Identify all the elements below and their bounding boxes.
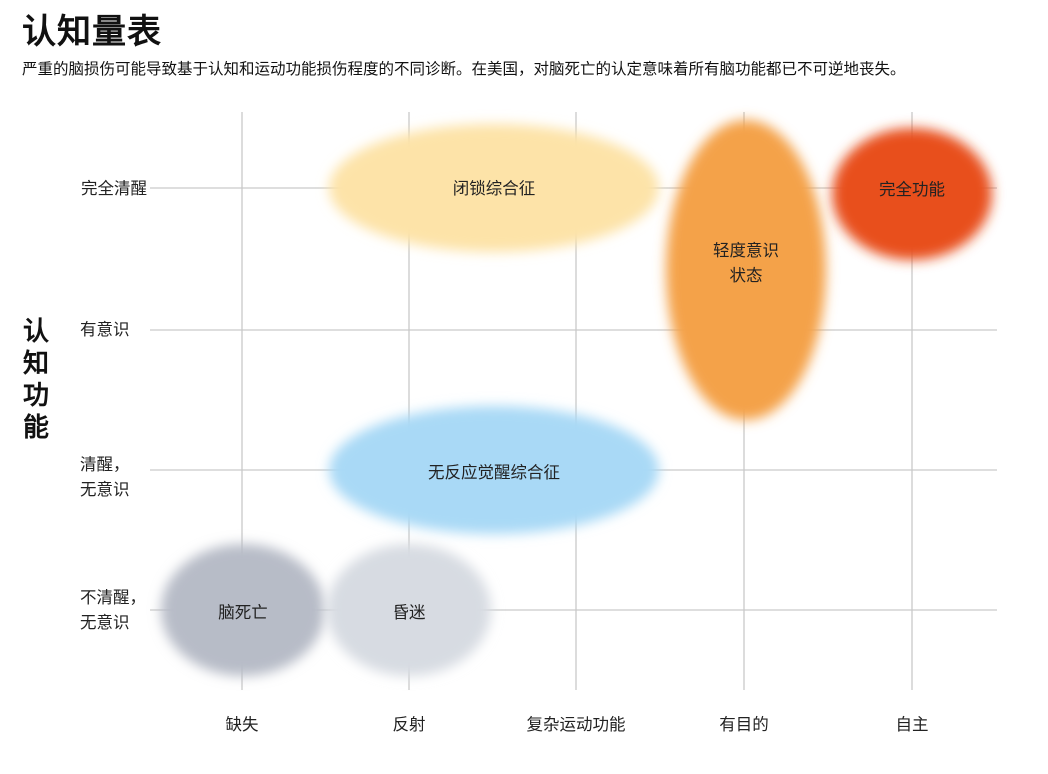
condition-ellipse-coma — [327, 544, 491, 676]
condition-label-unresponsive-wakefulness: 无反应觉醒综合征 — [428, 463, 560, 482]
condition-label-full-function: 完全功能 — [879, 180, 945, 199]
condition-locked-in: 闭锁综合征 — [329, 124, 659, 252]
x-level-label-2: 复杂运动功能 — [527, 715, 626, 734]
x-level-label-3: 有目的 — [719, 715, 769, 734]
condition-ellipse-unresponsive-wakefulness — [329, 406, 659, 534]
x-level-label-0: 缺失 — [226, 715, 260, 734]
x-level-label-1: 反射 — [393, 715, 426, 734]
condition-label-minimally-conscious: 轻度意识 — [713, 241, 779, 260]
y-axis-title-char: 知 — [23, 349, 49, 379]
condition-label-minimally-conscious: 状态 — [730, 266, 763, 285]
y-level-label-2: 无意识 — [80, 480, 130, 499]
page-subtitle: 严重的脑损伤可能导致基于认知和运动功能损伤程度的不同诊断。在美国，对脑死亡的认定… — [22, 60, 906, 78]
y-level-label-3: 不清醒， — [80, 588, 146, 607]
y-axis-title-char: 功 — [23, 381, 49, 411]
condition-brain-death: 脑死亡 — [161, 544, 325, 676]
condition-ellipse-full-function — [832, 128, 992, 260]
condition-ellipse-brain-death — [161, 544, 325, 676]
condition-label-brain-death: 脑死亡 — [218, 603, 268, 622]
y-axis-title-char: 认 — [23, 317, 49, 347]
condition-ellipse-minimally-conscious — [666, 120, 826, 420]
condition-unresponsive-wakefulness: 无反应觉醒综合征 — [329, 406, 659, 534]
condition-label-locked-in: 闭锁综合征 — [453, 179, 536, 198]
condition-full-function: 完全功能 — [832, 128, 992, 260]
condition-ellipse-locked-in — [329, 124, 659, 252]
y-level-label-3: 无意识 — [80, 613, 130, 632]
page-title: 认知量表 — [22, 12, 162, 52]
y-axis-title-char: 能 — [23, 412, 49, 443]
y-level-label-1: 有意识 — [80, 320, 130, 339]
condition-label-coma: 昏迷 — [393, 603, 427, 622]
y-level-label-2: 清醒， — [80, 455, 130, 474]
x-level-labels: 缺失 反射 复杂运动功能 有目的 自主 — [226, 715, 929, 734]
y-level-label-0: 完全清醒 — [81, 179, 147, 198]
x-level-label-4: 自主 — [896, 715, 929, 734]
condition-coma: 昏迷 — [327, 544, 491, 676]
